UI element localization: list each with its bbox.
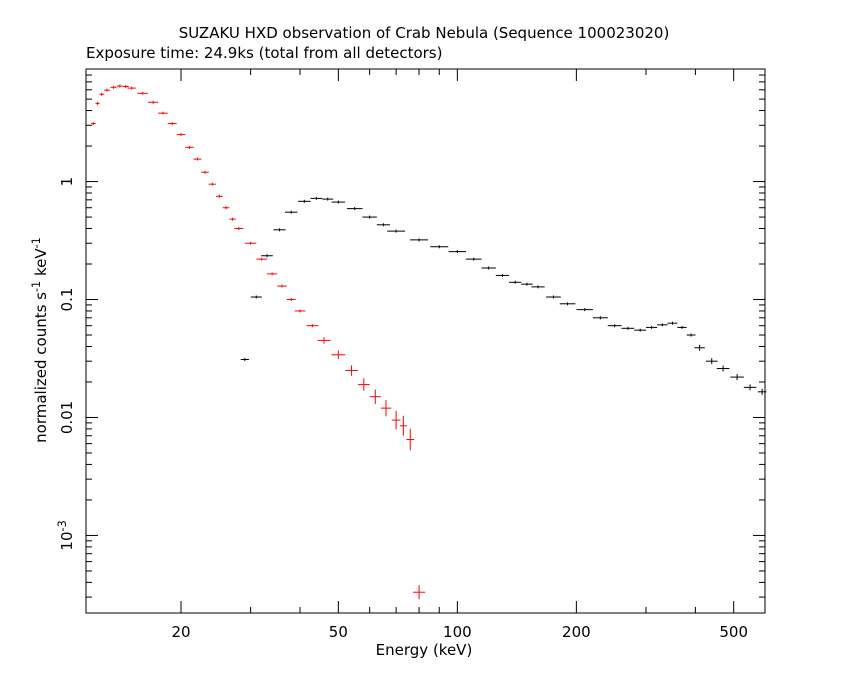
data-point — [95, 101, 100, 105]
data-point — [222, 206, 230, 210]
data-point — [116, 84, 123, 88]
data-point — [158, 111, 168, 115]
data-point — [559, 302, 576, 306]
data-point — [376, 223, 391, 227]
data-point — [399, 415, 407, 436]
data-point — [267, 272, 278, 276]
data-point — [576, 308, 593, 312]
data-point — [448, 250, 466, 254]
data-point — [127, 86, 136, 90]
data-point — [193, 157, 202, 161]
chart-title: SUZAKU HXD observation of Crab Nebula (S… — [179, 24, 670, 42]
data-point — [495, 273, 510, 277]
data-point — [148, 100, 159, 104]
data-point — [413, 585, 426, 600]
data-point — [297, 199, 311, 203]
data-point — [592, 316, 608, 320]
data-point — [757, 388, 767, 395]
data-point — [686, 333, 696, 337]
data-point — [546, 295, 561, 299]
series-1 — [240, 196, 767, 395]
data-point — [285, 210, 298, 214]
data-point — [306, 324, 319, 328]
data-point — [261, 254, 273, 258]
y-tick-label: 0.01 — [58, 401, 76, 434]
data-point — [345, 365, 358, 376]
data-point — [185, 145, 194, 149]
series-0 — [90, 84, 426, 600]
data-point — [357, 378, 370, 391]
data-point — [531, 285, 545, 289]
data-point — [465, 257, 482, 261]
data-point — [481, 266, 496, 270]
data-point — [331, 200, 346, 204]
data-point — [294, 309, 306, 313]
data-point — [677, 325, 687, 329]
x-tick-label: 100 — [443, 623, 472, 641]
x-axis: 20 50 100 200 500 — [171, 69, 766, 641]
data-point — [176, 133, 186, 137]
chart-subtitle: Exposure time: 24.9ks (total from all de… — [86, 44, 442, 62]
y-tick-label: 1 — [58, 177, 76, 187]
data-point — [201, 170, 209, 174]
data-point — [90, 122, 96, 126]
data-point — [430, 245, 449, 249]
x-tick-label: 500 — [719, 623, 748, 641]
data-point — [310, 196, 323, 200]
data-point — [705, 358, 718, 365]
data-point — [380, 399, 392, 417]
data-point — [657, 323, 668, 327]
data-point — [391, 410, 401, 430]
data-point — [331, 350, 346, 360]
data-point — [362, 215, 377, 219]
data-point — [250, 295, 262, 299]
data-point — [277, 284, 287, 288]
data-point — [508, 280, 522, 284]
data-point — [167, 122, 177, 126]
y-axis-label: normalized counts s-1 keV-1 — [30, 237, 51, 443]
x-axis-label: Energy (keV) — [376, 641, 473, 659]
data-point — [234, 227, 244, 231]
data-point — [694, 344, 705, 351]
data-series-layer — [90, 84, 767, 600]
data-point — [273, 228, 286, 232]
data-point — [716, 365, 730, 372]
data-point — [346, 207, 363, 211]
data-point — [286, 298, 296, 302]
data-point — [137, 91, 149, 95]
data-point — [634, 328, 647, 332]
data-point — [104, 88, 111, 92]
x-tick-label: 200 — [562, 623, 591, 641]
data-point — [646, 325, 658, 329]
data-point — [369, 389, 381, 404]
data-point — [110, 85, 117, 89]
data-point — [410, 238, 429, 242]
y-tick-label: 0.1 — [58, 288, 76, 312]
data-point — [208, 182, 216, 186]
data-point — [730, 374, 744, 381]
data-point — [99, 92, 105, 96]
x-tick-label: 20 — [171, 623, 190, 641]
data-point — [229, 217, 236, 221]
plot-frame — [85, 68, 766, 614]
data-point — [322, 197, 334, 201]
data-point — [244, 241, 257, 245]
data-point — [387, 229, 406, 233]
data-point — [317, 337, 331, 344]
data-point — [743, 384, 757, 391]
data-point — [607, 324, 622, 328]
data-point — [621, 326, 635, 330]
data-point — [122, 84, 129, 88]
data-point — [406, 428, 415, 451]
data-point — [256, 257, 268, 261]
x-tick-label: 50 — [329, 623, 348, 641]
y-tick-label: 10-3 — [56, 520, 77, 550]
data-point — [215, 194, 223, 198]
data-point — [667, 321, 678, 325]
data-point — [521, 282, 533, 286]
y-axis: 1 0.1 0.01 10-3 — [56, 68, 765, 598]
data-point — [240, 358, 249, 362]
